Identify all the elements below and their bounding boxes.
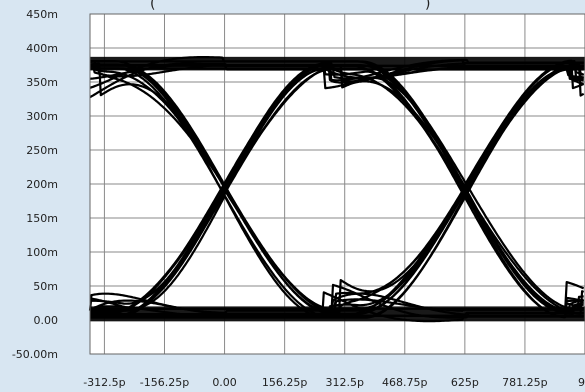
eye-traces bbox=[88, 13, 585, 355]
chart-title-right: ) bbox=[425, 0, 430, 12]
y-tick-label: 300m bbox=[26, 110, 58, 123]
y-tick-label: 150m bbox=[26, 212, 58, 225]
x-tick-label: 312.5p bbox=[325, 376, 363, 389]
x-tick-label: 0.00 bbox=[212, 376, 237, 389]
y-tick-label: 0.00 bbox=[34, 314, 59, 327]
x-tick-label: 468.75p bbox=[382, 376, 427, 389]
chart-title-left: ( bbox=[150, 0, 155, 12]
y-tick-label: 400m bbox=[26, 42, 58, 55]
eye-trace bbox=[90, 62, 584, 313]
x-axis-ticks: -312.5p -156.25p 0.00 156.25p 312.5p 468.75p 6… bbox=[83, 376, 585, 389]
x-tick-label: -312.5p bbox=[83, 376, 125, 389]
eye-rail bbox=[90, 306, 585, 322]
x-tick-label: 156.25p bbox=[262, 376, 307, 389]
y-tick-label: 50m bbox=[33, 280, 58, 293]
x-tick-label: -156.25p bbox=[140, 376, 189, 389]
eye-trace bbox=[90, 67, 584, 318]
eye-rail bbox=[90, 56, 585, 71]
x-tick-label: 625p bbox=[451, 376, 479, 389]
y-tick-label: -50.00m bbox=[12, 348, 58, 361]
y-tick-label: 250m bbox=[26, 144, 58, 157]
plot-border bbox=[89, 13, 585, 355]
x-tick-label: 781.25p bbox=[502, 376, 547, 389]
y-axis-ticks: 450m 400m 350m 300m 250m 200m 150m 100m 50m 0.00 -… bbox=[12, 8, 58, 361]
eye-trace bbox=[90, 62, 584, 313]
y-tick-label: 450m bbox=[26, 8, 58, 21]
eye-trace bbox=[89, 67, 584, 319]
y-tick-label: 200m bbox=[26, 178, 58, 191]
eye-trace bbox=[90, 60, 584, 311]
y-tick-label: 100m bbox=[26, 246, 58, 259]
x-tick-label: 93 bbox=[578, 376, 585, 389]
y-tick-label: 350m bbox=[26, 76, 58, 89]
